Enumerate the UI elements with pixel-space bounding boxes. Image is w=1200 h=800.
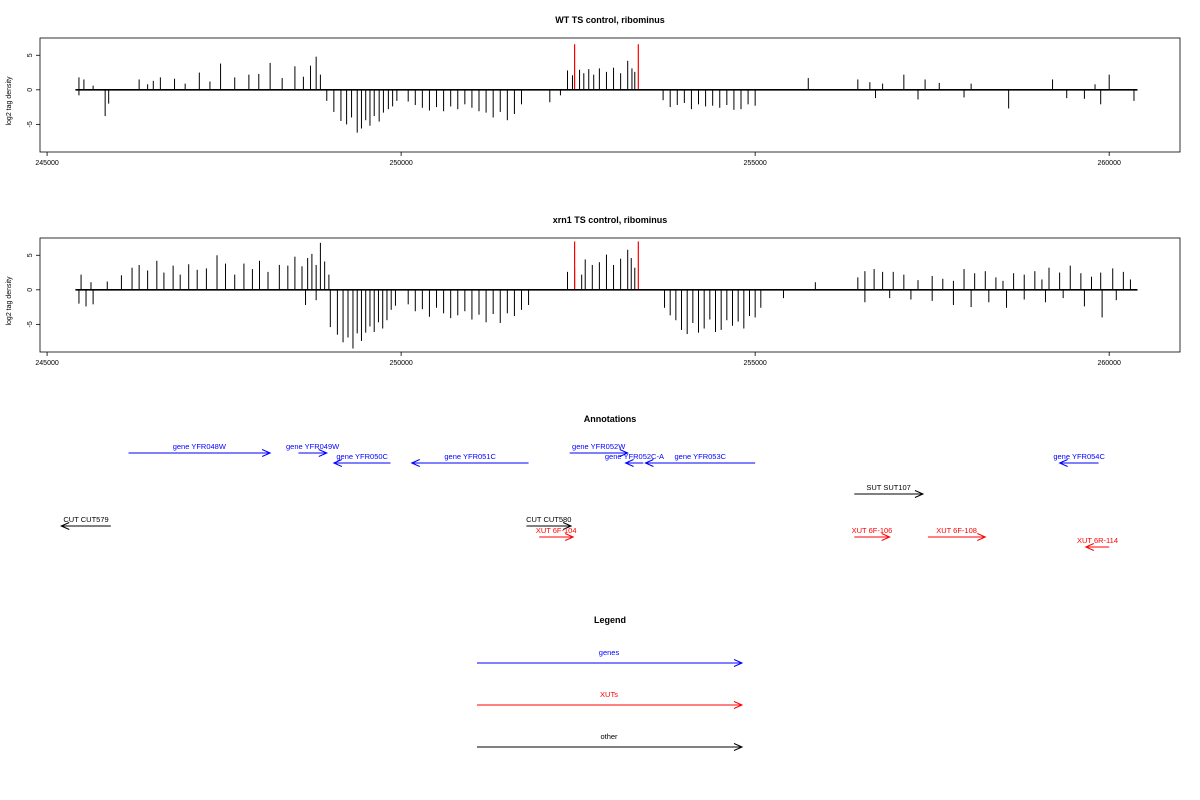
- legend: Legend genes XUTs other: [477, 615, 744, 751]
- annotation-label: CUT CUT579: [63, 515, 108, 524]
- annotation-label: gene YFR052C-A: [605, 452, 664, 461]
- annotations-panel: Annotations gene YFR048W gene YFR049Wgene…: [59, 414, 1118, 551]
- annotation-feature: gene YFR051C: [410, 452, 529, 467]
- annotation-arrowhead: [562, 522, 573, 530]
- panel-xrn1-title: xrn1 TS control, ribominus: [553, 215, 668, 225]
- annotation-label: gene YFR051C: [444, 452, 496, 461]
- panel-wt-ytick-label: 5: [27, 53, 34, 57]
- panel-xrn1-xtick-label: 250000: [389, 360, 412, 367]
- annotation-label: XUT 6F-108: [936, 526, 977, 535]
- annotation-label: gene YFR050C: [336, 452, 388, 461]
- legend-title: Legend: [594, 615, 626, 625]
- annotation-arrowhead: [1058, 459, 1068, 467]
- legend-label: genes: [599, 648, 620, 657]
- annotation-arrowhead: [332, 459, 343, 467]
- panel-xrn1-bars: [75, 241, 1138, 349]
- annotation-label: gene YFR054C: [1053, 452, 1105, 461]
- annotation-feature: XUT 6F-104: [536, 526, 577, 541]
- annotation-feature: gene YFR048W: [128, 442, 272, 457]
- panel-wt: WT TS control, ribominus 5 0 -5 245000 25000…: [6, 15, 1181, 167]
- panel-wt-xtick-label: 250000: [389, 160, 412, 167]
- annotation-arrowhead: [318, 449, 329, 457]
- panel-wt-frame: [39, 37, 1181, 153]
- panel-wt-ylabel: log2 tag density: [6, 76, 13, 126]
- annotation-arrowhead: [644, 459, 654, 467]
- legend-label: XUTs: [600, 690, 618, 699]
- panel-wt-title: WT TS control, ribominus: [555, 15, 665, 25]
- annotation-feature: gene YFR054C: [1053, 452, 1105, 467]
- panel-xrn1-axes: 5 0 -5 245000 250000 255000 260000: [27, 253, 1121, 367]
- legend-item-other: other: [477, 732, 744, 751]
- annotation-label: gene YFR053C: [674, 452, 726, 461]
- legend-item-genes: genes: [477, 648, 744, 667]
- panel-wt-ytick-label: -5: [27, 121, 34, 127]
- annotation-arrowhead: [261, 449, 272, 457]
- annotation-arrowhead: [59, 522, 70, 530]
- panel-xrn1-ytick-label: 5: [27, 253, 34, 257]
- panel-wt-ytick-label: 0: [27, 88, 34, 92]
- panel-xrn1-ytick-label: -5: [27, 321, 34, 327]
- annotation-feature: SUT SUT107: [854, 483, 925, 498]
- annotation-feature: XUT 6F-106: [852, 526, 893, 541]
- annotation-arrowhead: [410, 459, 420, 467]
- annotation-label: XUT 6F-106: [852, 526, 893, 535]
- annotation-label: gene YFR048W: [173, 442, 227, 451]
- annotation-arrowhead: [977, 533, 987, 541]
- panel-wt-xtick-label: 255000: [743, 160, 766, 167]
- annotation-feature: gene YFR049W: [286, 442, 340, 457]
- panel-xrn1-ylabel: log2 tag density: [6, 276, 13, 326]
- panel-xrn1: xrn1 TS control, ribominus 5 0 -5 245000 250…: [6, 215, 1181, 367]
- panel-wt-xtick-label: 260000: [1098, 160, 1121, 167]
- annotation-label: gene YFR049W: [286, 442, 340, 451]
- annotation-arrowhead: [881, 533, 891, 541]
- panel-xrn1-ytick-label: 0: [27, 288, 34, 292]
- annotation-arrowhead: [564, 533, 575, 541]
- annotation-arrowhead: [619, 449, 629, 457]
- annotation-feature: gene YFR050C: [332, 452, 391, 467]
- panel-xrn1-xtick-label: 255000: [743, 360, 766, 367]
- annotation-label: XUT 6R-114: [1077, 536, 1118, 545]
- legend-arrowhead: [733, 743, 744, 751]
- annotations-title: Annotations: [584, 414, 637, 424]
- annotation-feature: XUT 6R-114: [1077, 536, 1118, 551]
- legend-label: other: [600, 732, 618, 741]
- annotation-feature: gene YFR052W: [569, 442, 629, 457]
- panel-wt-xtick-label: 245000: [35, 160, 58, 167]
- panel-wt-bars: [75, 44, 1138, 133]
- panel-xrn1-xtick-label: 260000: [1098, 360, 1121, 367]
- annotation-arrowhead: [914, 490, 925, 498]
- legend-arrowhead: [733, 659, 744, 667]
- panel-xrn1-xtick-label: 245000: [35, 360, 58, 367]
- annotation-feature: gene YFR052C-A: [605, 452, 664, 467]
- annotation-feature: XUT 6F-108: [927, 526, 987, 541]
- annotation-feature: CUT CUT580: [526, 515, 573, 530]
- annotation-arrowhead: [1084, 543, 1095, 551]
- annotation-label: gene YFR052W: [572, 442, 626, 451]
- annotation-feature: gene YFR053C: [644, 452, 756, 467]
- annotation-label: CUT CUT580: [526, 515, 571, 524]
- legend-items: genes XUTs other: [477, 648, 744, 751]
- annotation-arrowhead: [624, 459, 634, 467]
- panel-wt-axes: 5 0 -5 245000 250000 255000 260000: [27, 53, 1121, 167]
- annotation-label: SUT SUT107: [866, 483, 910, 492]
- annotation-feature: CUT CUT579: [59, 515, 111, 530]
- annotation-label: XUT 6F-104: [536, 526, 577, 535]
- panel-xrn1-frame: [39, 237, 1181, 353]
- legend-arrowhead: [733, 701, 744, 709]
- legend-item-XUTs: XUTs: [477, 690, 744, 709]
